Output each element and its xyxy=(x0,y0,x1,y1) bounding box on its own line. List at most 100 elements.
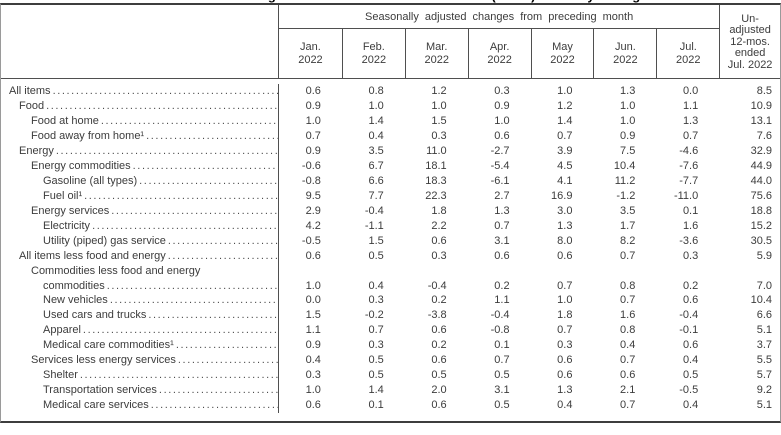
value-cell: 0.5 xyxy=(494,369,510,381)
value-cell: 0.0 xyxy=(682,85,699,97)
value-cell: 0.7 xyxy=(557,130,573,142)
value-cell: 1.4 xyxy=(368,115,384,127)
value-cell: 5.7 xyxy=(756,369,772,381)
row-label-cell: Medical care commodities¹...............… xyxy=(1,338,279,353)
value-cell: 0.7 xyxy=(557,279,573,292)
column-header-jan: Jan. 2022 xyxy=(279,29,342,78)
value-cell: -0.5 xyxy=(301,235,321,247)
dot-leader: ........................................… xyxy=(100,115,278,127)
value-cell: -0.6 xyxy=(301,160,321,172)
dot-leader: ........................................… xyxy=(84,190,278,202)
value-cell: -2.7 xyxy=(490,145,510,157)
value-cell: 0.7 xyxy=(620,399,636,411)
table-row: Food at home............................… xyxy=(1,114,780,129)
value-cell: 1.5 xyxy=(368,235,384,247)
value-cell: 1.0 xyxy=(305,115,321,127)
value-cell: 1.2 xyxy=(431,85,447,97)
value-cell: 2.9 xyxy=(305,205,321,217)
value-cell: 6.6 xyxy=(756,309,772,321)
value-cell: -0.2 xyxy=(364,309,384,321)
value-cell: 0.7 xyxy=(682,130,699,142)
value-cell: -6.1 xyxy=(490,175,510,187)
value-cell: 0.7 xyxy=(620,294,636,306)
year-label: 2022 xyxy=(361,53,387,66)
value-cell: 1.5 xyxy=(431,115,447,127)
dot-leader: ........................................… xyxy=(55,145,278,157)
value-cell: 1.2 xyxy=(557,100,573,112)
row-label-cell: Apparel.................................… xyxy=(1,323,279,338)
value-cell: 0.4 xyxy=(368,130,384,142)
row-label-cell: Energy services.........................… xyxy=(1,204,279,219)
clipped-table-title-strip: Table A. Percent changes in CPI for All … xyxy=(0,0,781,3)
data-table: Seasonally adjusted changes from precedi… xyxy=(0,3,781,423)
table-body: All items...............................… xyxy=(1,79,780,421)
value-cell: 0.9 xyxy=(305,339,321,351)
value-cell: 1.3 xyxy=(620,85,636,97)
value-cell: 11.0 xyxy=(426,145,447,157)
value-cell: -0.4 xyxy=(364,205,384,217)
row-label: Shelter xyxy=(43,369,78,381)
value-cell: 0.8 xyxy=(368,85,384,97)
value-cell: 13.1 xyxy=(750,115,772,127)
row-label-cell: All items...............................… xyxy=(1,84,279,99)
seasonally-adjusted-group-header: Seasonally adjusted changes from precedi… xyxy=(279,5,720,29)
dot-leader: ........................................… xyxy=(167,235,278,247)
value-cell: 0.2 xyxy=(431,339,447,351)
value-cell: -1.1 xyxy=(364,220,384,232)
dot-leader: ........................................… xyxy=(167,250,278,262)
value-cell: 3.5 xyxy=(368,145,384,157)
value-cell: 2.0 xyxy=(431,384,447,396)
value-cell: 0.4 xyxy=(368,279,384,292)
value-cell: -3.8 xyxy=(427,309,447,321)
row-label: Food at home xyxy=(31,115,99,127)
value-cell: 0.5 xyxy=(494,399,510,411)
value-cell: 0.3 xyxy=(431,130,447,142)
table-row: Electricity.............................… xyxy=(1,219,780,234)
value-cell: 10.9 xyxy=(750,100,772,112)
value-cell: 0.6 xyxy=(431,235,447,247)
value-cell: 0.6 xyxy=(305,85,321,97)
value-cell: 15.2 xyxy=(750,220,772,232)
value-cell: 0.3 xyxy=(305,369,321,381)
row-label: Energy commodities xyxy=(31,160,131,172)
value-cell: 0.4 xyxy=(557,399,573,411)
row-label: All items xyxy=(9,85,51,97)
dot-leader: ........................................… xyxy=(82,324,278,336)
value-cell: 1.0 xyxy=(431,100,447,112)
row-label: Medical care commodities¹ xyxy=(43,339,174,351)
table-row: Energy..................................… xyxy=(1,144,780,159)
row-label: Services less energy services xyxy=(31,354,176,366)
dot-leader: ........................................… xyxy=(139,175,278,187)
row-label-cell: All items less food and energy..........… xyxy=(1,249,279,264)
value-cell: 3.5 xyxy=(620,205,636,217)
value-cell: 75.6 xyxy=(750,190,772,202)
value-cell: 18.3 xyxy=(425,175,447,187)
clipped-table-title: Table A. Percent changes in CPI for All … xyxy=(0,0,781,3)
dot-leader: ........................................… xyxy=(177,354,278,366)
value-cell: 1.0 xyxy=(305,279,321,292)
value-cell: 0.6 xyxy=(557,354,573,366)
value-cell: 0.8 xyxy=(620,279,636,292)
table-row: New vehicles............................… xyxy=(1,293,780,308)
value-cell: -0.4 xyxy=(679,309,699,321)
value-cell: 0.5 xyxy=(682,369,699,381)
value-cell: -4.6 xyxy=(679,145,699,157)
table-row: Commodities less food and energy commodit… xyxy=(1,264,780,293)
table-row: Used cars and trucks....................… xyxy=(1,308,780,323)
value-cell: 0.3 xyxy=(494,85,510,97)
month-label: Apr. xyxy=(489,40,510,53)
dot-leader: ........................................… xyxy=(52,85,278,97)
value-cell: 2.2 xyxy=(431,220,447,232)
row-label-continued: commodities xyxy=(43,279,105,292)
value-cell: 32.9 xyxy=(750,145,772,157)
column-header-apr: Apr. 2022 xyxy=(467,29,531,78)
value-cell: -1.2 xyxy=(616,190,636,202)
value-cell: 0.6 xyxy=(494,130,510,142)
value-cell: 5.5 xyxy=(756,354,772,366)
value-cell: 7.0 xyxy=(756,279,772,292)
value-cell: 30.5 xyxy=(750,235,772,247)
table-row: Food away from home¹....................… xyxy=(1,129,780,144)
value-cell: 0.9 xyxy=(620,130,636,142)
value-cell: 1.1 xyxy=(305,324,321,336)
table-header: Seasonally adjusted changes from precedi… xyxy=(1,5,780,79)
